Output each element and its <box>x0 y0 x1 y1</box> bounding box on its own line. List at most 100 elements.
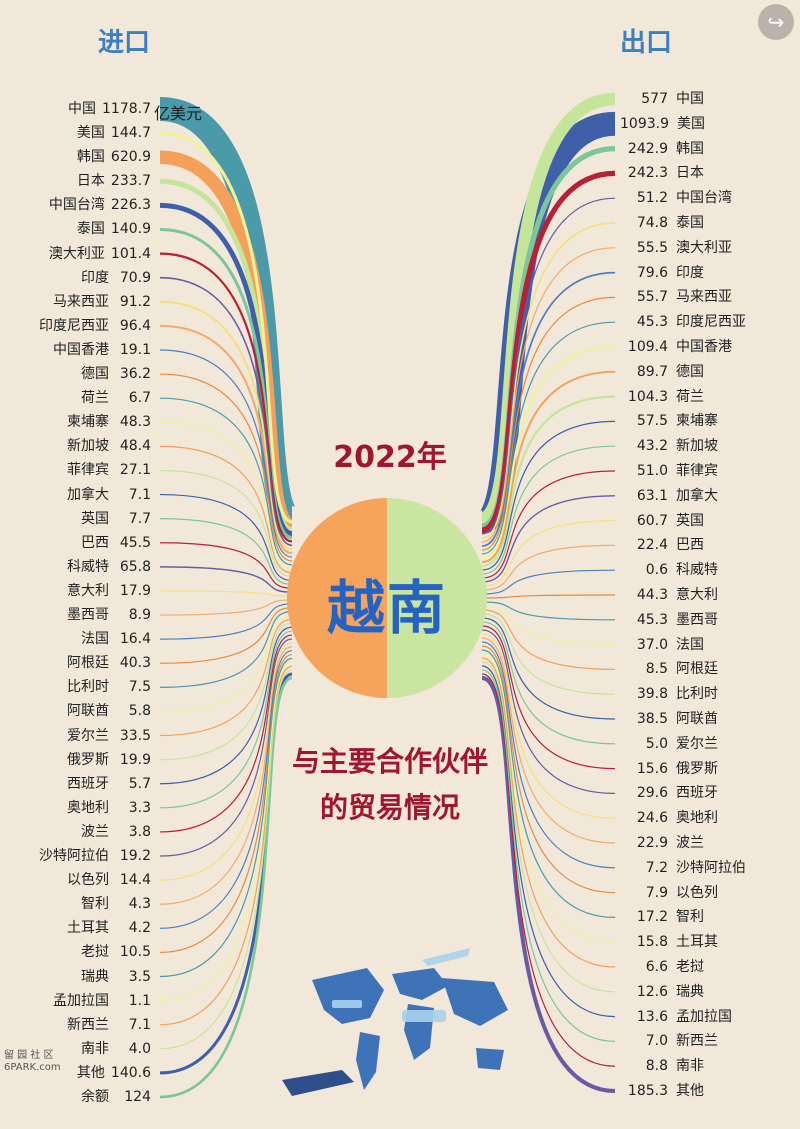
export-value: 51.0 <box>636 463 668 479</box>
export-flow-23 <box>481 609 616 670</box>
export-flow-10 <box>481 345 616 560</box>
share-icon[interactable]: ↪ <box>758 4 794 40</box>
import-value: 91.2 <box>119 293 151 310</box>
import-flow-25 <box>159 614 293 713</box>
export-label: 37.0 法国 <box>620 636 704 654</box>
import-label: 波兰 3.8 <box>81 823 151 841</box>
export-partner: 奥地利 <box>676 810 718 827</box>
import-partner: 智利 <box>81 896 109 913</box>
import-value: 27.1 <box>119 462 151 479</box>
export-partner: 土耳其 <box>676 934 718 951</box>
export-partner: 意大利 <box>676 587 718 603</box>
export-flow-28 <box>481 629 616 794</box>
export-label: 242.9 韩国 <box>620 140 704 158</box>
import-partner: 新加坡 <box>67 438 109 455</box>
export-label: 577 中国 <box>620 90 704 108</box>
export-partner: 其他 <box>676 1083 704 1099</box>
export-flow-15 <box>481 470 616 579</box>
import-value: 4.0 <box>128 1040 151 1057</box>
export-label: 51.2 中国台湾 <box>620 189 732 207</box>
export-value: 15.8 <box>636 934 668 951</box>
export-partner: 印度尼西亚 <box>676 314 746 331</box>
export-flow-19 <box>481 569 616 595</box>
export-value: 44.3 <box>636 587 668 603</box>
export-value: 37.0 <box>636 636 668 653</box>
import-label: 老挝 10.5 <box>81 943 151 961</box>
import-value: 124 <box>124 1089 151 1105</box>
export-value: 1093.9 <box>620 115 669 132</box>
import-flow-27 <box>159 622 293 761</box>
import-partner: 南非 <box>81 1040 109 1057</box>
import-flow-18 <box>159 542 293 589</box>
import-flow-14 <box>159 445 293 574</box>
import-label: 柬埔寨 48.3 <box>67 413 151 431</box>
export-partner: 阿根廷 <box>676 661 718 678</box>
export-partner: 印度 <box>676 264 704 281</box>
import-flow-20 <box>159 590 293 597</box>
import-partner: 西班牙 <box>67 775 109 792</box>
export-label: 45.3 墨西哥 <box>620 611 718 629</box>
export-flow-36 <box>481 661 616 993</box>
export-label: 7.9 以色列 <box>620 884 718 902</box>
import-partner: 比利时 <box>67 679 109 696</box>
import-flow-31 <box>159 638 293 857</box>
import-partner: 阿根廷 <box>67 655 109 672</box>
import-partner: 中国台湾 <box>48 197 105 214</box>
export-flow-11 <box>481 370 616 563</box>
export-label: 15.8 土耳其 <box>620 933 718 951</box>
import-flow-10 <box>159 349 293 558</box>
import-partner: 德国 <box>81 366 109 383</box>
import-partner: 印度 <box>81 269 109 286</box>
import-flow-41 <box>159 676 293 1099</box>
export-value: 60.7 <box>636 512 668 529</box>
export-partner: 俄罗斯 <box>676 760 718 777</box>
export-value: 38.5 <box>636 711 668 727</box>
export-flow-34 <box>481 653 616 943</box>
import-flow-34 <box>159 650 293 929</box>
export-flow-37 <box>481 665 616 1018</box>
import-value: 7.1 <box>128 486 151 503</box>
import-flow-26 <box>159 618 293 737</box>
export-partner: 阿联酋 <box>676 711 718 727</box>
subtitle-line1: 与主要合作伙伴 <box>291 745 488 778</box>
export-flow-27 <box>481 625 616 770</box>
export-flow-6 <box>481 247 616 543</box>
export-flow-17 <box>481 519 616 587</box>
import-flow-39 <box>159 669 293 1050</box>
export-partner: 比利时 <box>676 686 718 703</box>
import-label: 奥地利 3.3 <box>67 799 151 817</box>
export-label: 55.7 马来西亚 <box>620 288 732 306</box>
export-label: 55.5 澳大利亚 <box>620 239 732 257</box>
export-label: 6.6 老挝 <box>620 958 704 976</box>
import-value: 144.7 <box>110 125 151 142</box>
import-value: 3.5 <box>128 968 151 985</box>
export-label: 13.6 孟加拉国 <box>620 1008 732 1026</box>
export-label: 109.4 中国香港 <box>620 338 732 356</box>
import-label: 阿联酋 5.8 <box>67 702 151 720</box>
export-value: 185.3 <box>627 1083 668 1099</box>
import-partner: 老挝 <box>81 944 109 961</box>
import-value: 36.2 <box>119 366 151 383</box>
watermark-line2: 6PARK.com <box>4 1062 61 1073</box>
import-partner: 波兰 <box>81 823 109 840</box>
import-value: 7.5 <box>128 679 151 696</box>
import-value: 1.1 <box>128 992 151 1009</box>
export-partner: 孟加拉国 <box>676 1008 732 1025</box>
export-partner: 科威特 <box>676 562 718 579</box>
import-label: 比利时 7.5 <box>67 678 151 696</box>
import-partner: 英国 <box>81 510 109 527</box>
import-value: 10.5 <box>119 944 151 961</box>
export-label: 29.6 西班牙 <box>620 784 718 802</box>
import-flow-23 <box>159 607 293 664</box>
export-partner: 英国 <box>676 512 704 529</box>
export-label: 12.6 瑞典 <box>620 983 704 1001</box>
import-partner: 余额 <box>81 1089 109 1105</box>
import-value: 65.8 <box>119 558 151 575</box>
export-label: 43.2 新加坡 <box>620 437 718 455</box>
export-value: 242.9 <box>627 140 668 157</box>
import-label: 中国香港 19.1 <box>53 341 151 359</box>
export-value: 63.1 <box>636 487 668 504</box>
import-value: 3.8 <box>128 823 151 840</box>
import-value: 70.9 <box>119 269 151 286</box>
